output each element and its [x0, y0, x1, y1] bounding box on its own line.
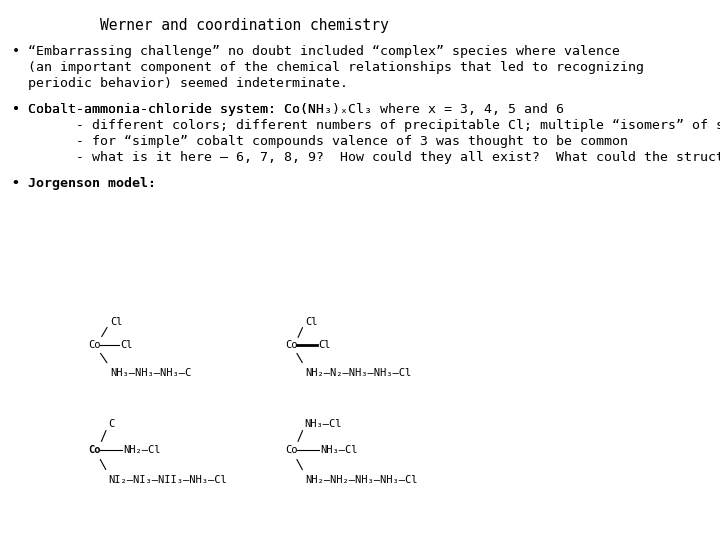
Text: Werner and coordination chemistry: Werner and coordination chemistry	[99, 18, 388, 33]
Text: • Cobalt-ammonia-chloride system: Co(NH: • Cobalt-ammonia-chloride system: Co(NH	[12, 103, 324, 116]
Text: NH₂—NH₂—NH₃—NH₃—Cl: NH₂—NH₂—NH₃—NH₃—Cl	[305, 475, 418, 485]
Text: periodic behavior) seemed indeterminate.: periodic behavior) seemed indeterminate.	[12, 77, 348, 90]
Text: NH₃—Cl: NH₃—Cl	[305, 419, 342, 429]
Text: Co: Co	[285, 445, 298, 455]
Text: (an important component of the chemical relationships that led to recognizing: (an important component of the chemical …	[12, 61, 644, 74]
Text: Co: Co	[89, 445, 101, 455]
Text: Cl: Cl	[120, 340, 132, 350]
Text: • “Embarrassing challenge” no doubt included “complex” species where valence: • “Embarrassing challenge” no doubt incl…	[12, 45, 620, 58]
Text: C: C	[108, 419, 114, 429]
Text: NH₃—Cl: NH₃—Cl	[320, 445, 357, 455]
Text: Cl: Cl	[110, 317, 122, 327]
Text: NH₃—NH₃—NH₃—C: NH₃—NH₃—NH₃—C	[110, 368, 191, 378]
Text: - different colors; different numbers of precipitable Cl; multiple “isomers” of : - different colors; different numbers of…	[12, 119, 720, 132]
Text: Cl: Cl	[318, 340, 331, 350]
Text: NH₂—Cl: NH₂—Cl	[123, 445, 161, 455]
Text: Co: Co	[285, 340, 298, 350]
Text: - what is it here — 6, 7, 8, 9?  How could they all exist?  What could the struc: - what is it here — 6, 7, 8, 9? How coul…	[12, 151, 720, 164]
Text: Co: Co	[89, 340, 101, 350]
Text: • Jorgenson model:: • Jorgenson model:	[12, 177, 156, 190]
Text: NH₂—N₂—NH₃—NH₃—Cl: NH₂—N₂—NH₃—NH₃—Cl	[305, 368, 411, 378]
Text: NI₂—NI₃—NII₃—NH₃—Cl: NI₂—NI₃—NII₃—NH₃—Cl	[109, 475, 228, 485]
Text: - for “simple” cobalt compounds valence of 3 was thought to be common: - for “simple” cobalt compounds valence …	[12, 135, 629, 148]
Text: • Cobalt-ammonia-chloride system: Co(NH₃)ₓCl₃ where x = 3, 4, 5 and 6: • Cobalt-ammonia-chloride system: Co(NH₃…	[12, 103, 564, 116]
Text: Cl: Cl	[305, 317, 318, 327]
